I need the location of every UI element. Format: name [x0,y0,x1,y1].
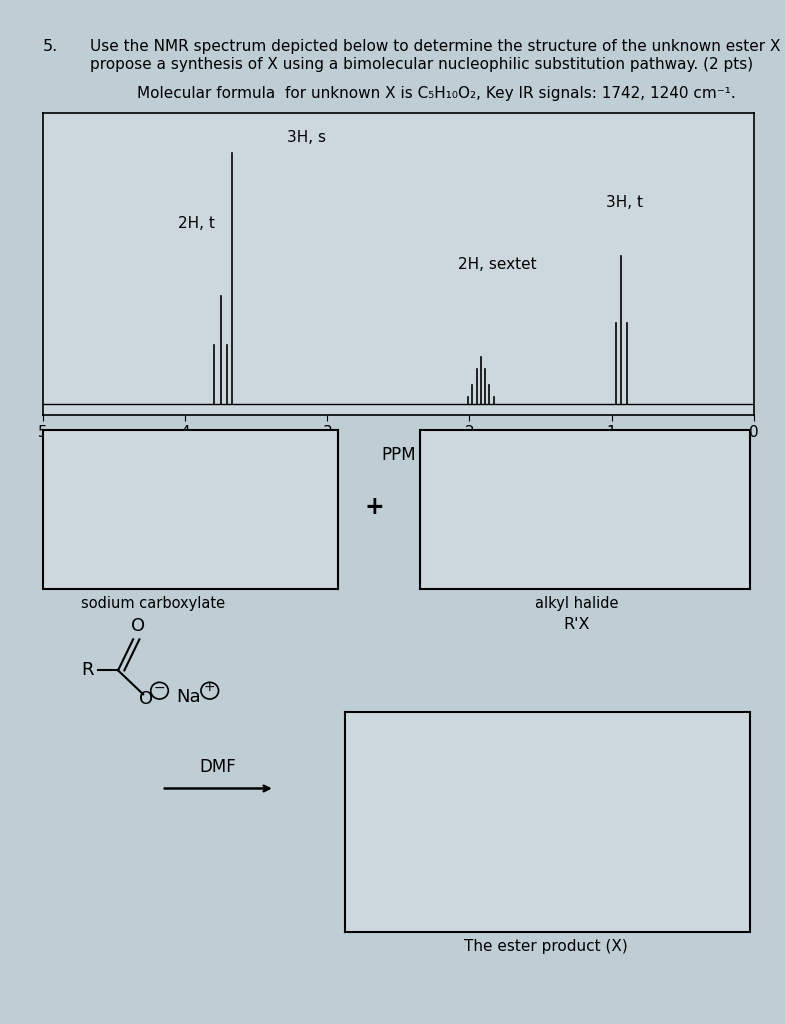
Text: O: O [131,616,145,635]
Text: Molecular formula  for unknown X is C₅H₁₀O₂, Key IR signals: 1742, 1240 cm⁻¹.: Molecular formula for unknown X is C₅H₁₀… [137,86,736,101]
Text: R'X: R'X [564,617,590,633]
Text: propose a synthesis of X using a bimolecular nucleophilic substitution pathway. : propose a synthesis of X using a bimolec… [90,57,754,73]
Text: 2H, t: 2H, t [178,216,215,231]
Text: 5.: 5. [43,39,58,54]
Text: The ester product (X): The ester product (X) [464,939,627,954]
Text: 3H, t: 3H, t [606,195,643,210]
X-axis label: PPM: PPM [381,445,416,464]
Text: sodium carboxylate: sodium carboxylate [81,596,225,611]
Text: +: + [204,680,216,694]
Text: R: R [82,662,94,679]
Text: DMF: DMF [200,758,236,776]
Text: −: − [154,681,166,695]
Text: 2H, sextet: 2H, sextet [458,257,537,271]
Text: Na: Na [176,688,201,706]
Text: +: + [364,495,385,519]
Text: alkyl halide: alkyl halide [535,596,619,611]
Text: Use the NMR spectrum depicted below to determine the structure of the unknown es: Use the NMR spectrum depicted below to d… [90,39,785,54]
Text: O: O [139,690,153,708]
Text: 3H, s: 3H, s [287,130,326,145]
